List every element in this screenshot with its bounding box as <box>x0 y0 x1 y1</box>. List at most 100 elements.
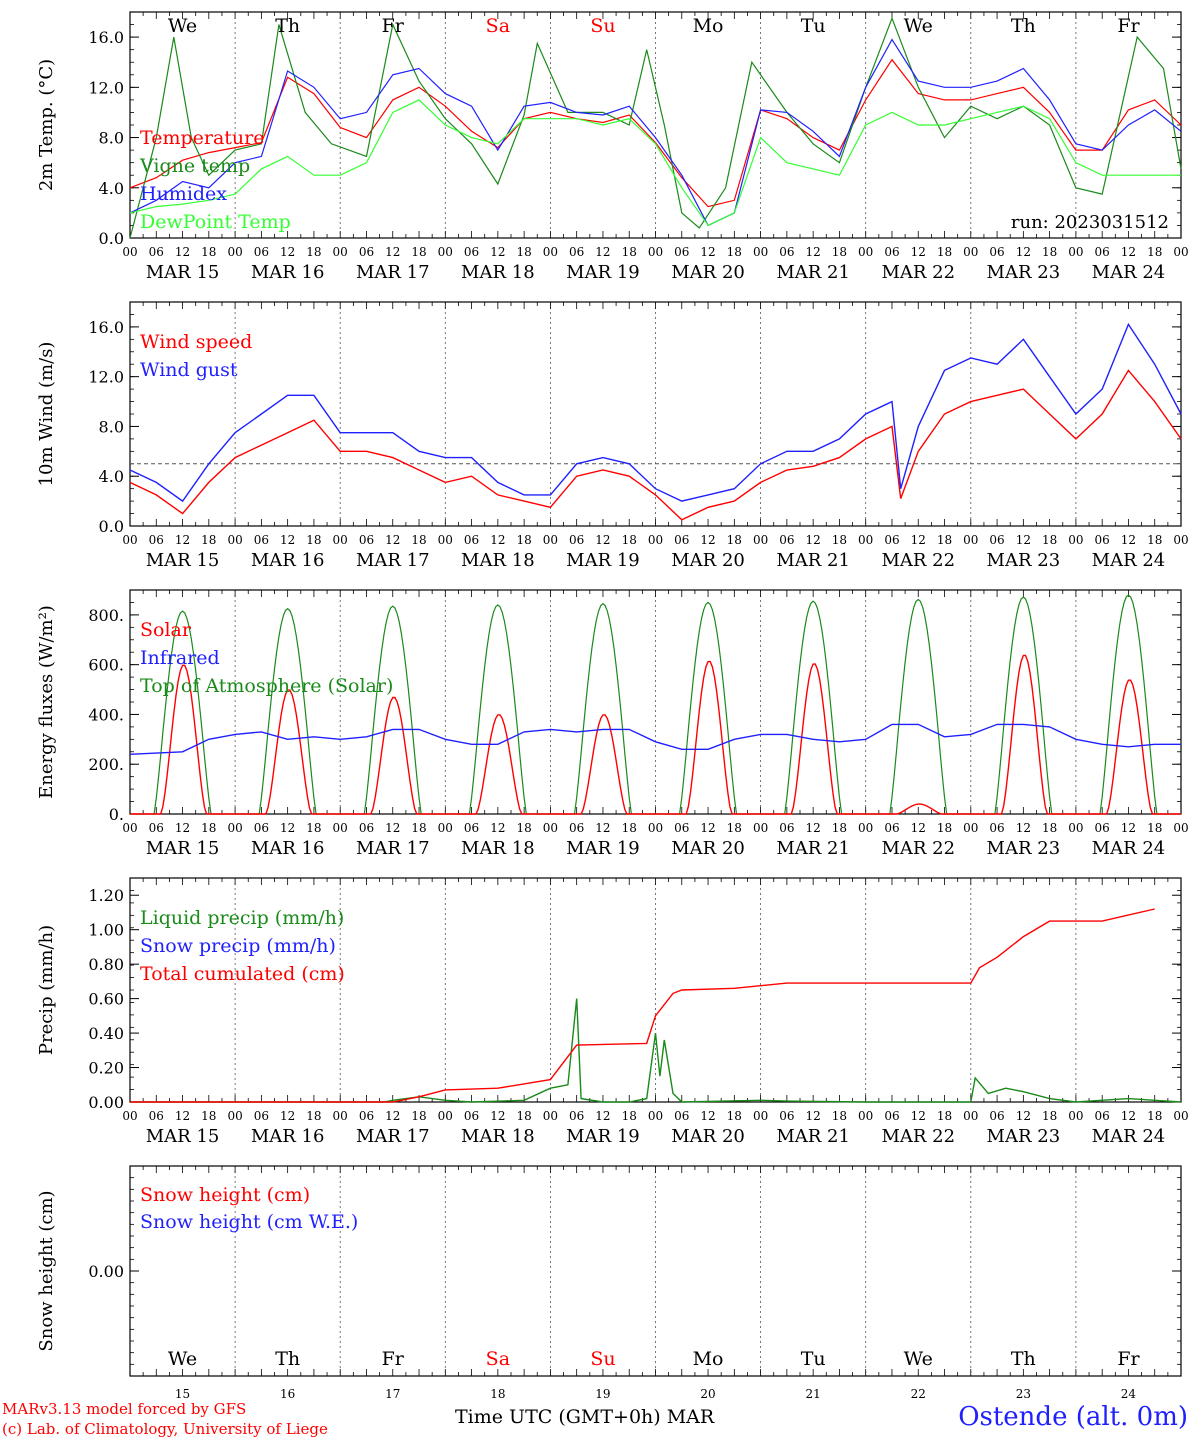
y-tick-label: 0.00 <box>88 1093 124 1112</box>
day-label: MAR 24 <box>1092 550 1166 571</box>
day-label: MAR 23 <box>987 1126 1061 1147</box>
day-label: MAR 17 <box>356 1126 430 1147</box>
hour-tick-label: 00 <box>963 245 978 259</box>
hour-tick-label: 18 <box>1042 533 1057 547</box>
hour-tick-label: 00 <box>122 821 137 835</box>
hour-tick-label: 06 <box>989 533 1004 547</box>
series-line <box>129 322 1182 503</box>
hour-tick-label: 00 <box>227 1109 242 1123</box>
hour-tick-label: 12 <box>595 245 610 259</box>
hour-tick-label: 18 <box>727 533 742 547</box>
hour-tick-label: 06 <box>569 821 584 835</box>
day-label: MAR 16 <box>251 550 325 571</box>
hour-tick-label: 06 <box>1095 245 1110 259</box>
hour-tick-label: 18 <box>937 1109 952 1123</box>
hour-tick-label: 12 <box>175 245 190 259</box>
hour-tick-label: 12 <box>385 821 400 835</box>
hour-tick-label: 06 <box>674 821 689 835</box>
day-label: MAR 16 <box>251 838 325 859</box>
day-label: MAR 15 <box>146 262 220 283</box>
hour-tick-label: 12 <box>595 1109 610 1123</box>
day-label: MAR 15 <box>146 1126 220 1147</box>
day-number-label: 17 <box>385 1387 400 1401</box>
hour-tick-label: 12 <box>595 821 610 835</box>
y-tick-label: 4.0 <box>99 467 124 486</box>
series-line <box>129 369 1182 521</box>
hour-tick-label: 18 <box>201 245 216 259</box>
day-label: MAR 18 <box>461 1126 535 1147</box>
hour-tick-label: 12 <box>700 533 715 547</box>
day-number-label: 20 <box>700 1387 715 1401</box>
hour-tick-label: 18 <box>1147 245 1162 259</box>
hour-tick-label: 00 <box>227 821 242 835</box>
legend-entry: Top of Atmosphere (Solar) <box>140 675 393 697</box>
y-tick-label: 1.20 <box>88 886 124 905</box>
day-number-label: 21 <box>806 1387 821 1401</box>
series-line <box>129 99 1181 227</box>
hour-tick-label: 00 <box>1068 1109 1083 1123</box>
legend-entry: Solar <box>140 619 192 641</box>
series-line <box>130 908 1155 1103</box>
hour-tick-label: 12 <box>1016 533 1031 547</box>
hour-tick-label: 06 <box>674 1109 689 1123</box>
hour-tick-label: 18 <box>1042 821 1057 835</box>
hour-tick-label: 06 <box>359 245 374 259</box>
hour-tick-label: 12 <box>911 245 926 259</box>
day-label: MAR 19 <box>566 262 640 283</box>
weekday-label: Mo <box>693 15 724 37</box>
series-line <box>129 16 1182 239</box>
day-label: MAR 23 <box>987 262 1061 283</box>
hour-tick-label: 18 <box>306 1109 321 1123</box>
model-credit: MARv3.13 model forced by GFS <box>2 1400 247 1418</box>
hour-tick-label: 18 <box>201 1109 216 1123</box>
hour-tick-label: 06 <box>989 821 1004 835</box>
y-tick-label: 0.0 <box>99 517 124 536</box>
y-axis-label: 10m Wind (m/s) <box>36 342 57 487</box>
hour-tick-label: 00 <box>858 245 873 259</box>
hour-tick-label: 00 <box>858 533 873 547</box>
weekday-label: Tu <box>801 1348 826 1370</box>
run-annotation: run: 2023031512 <box>1011 212 1169 233</box>
day-label: MAR 24 <box>1092 1126 1166 1147</box>
hour-tick-label: 12 <box>490 1109 505 1123</box>
hour-tick-label: 12 <box>280 533 295 547</box>
series-line <box>130 654 1181 815</box>
hour-tick-label: 12 <box>280 821 295 835</box>
day-label: MAR 24 <box>1092 838 1166 859</box>
day-number-label: 19 <box>595 1387 610 1401</box>
y-axis-label: 2m Temp. (°C) <box>36 59 57 191</box>
day-number-label: 16 <box>280 1387 295 1401</box>
y-tick-label: 8.0 <box>99 129 124 148</box>
hour-tick-label: 18 <box>1147 1109 1162 1123</box>
day-label: MAR 22 <box>881 262 955 283</box>
legend-entry: Snow precip (mm/h) <box>140 935 336 957</box>
legend-entry: Humidex <box>140 183 227 205</box>
hour-tick-label: 12 <box>385 1109 400 1123</box>
hour-tick-label: 06 <box>464 533 479 547</box>
hour-tick-label: 18 <box>1147 821 1162 835</box>
hour-tick-label: 12 <box>1016 821 1031 835</box>
hour-tick-label: 00 <box>753 1109 768 1123</box>
hour-tick-label: 12 <box>280 245 295 259</box>
day-label: MAR 21 <box>776 550 850 571</box>
hour-tick-label: 00 <box>543 1109 558 1123</box>
day-label: MAR 20 <box>671 1126 745 1147</box>
hour-tick-label: 18 <box>1042 245 1057 259</box>
hour-tick-label: 06 <box>884 245 899 259</box>
hour-tick-label: 06 <box>674 533 689 547</box>
hour-tick-label: 18 <box>306 821 321 835</box>
hour-tick-label: 06 <box>884 821 899 835</box>
weekday-label: Th <box>1011 15 1036 37</box>
weekday-label: Su <box>590 15 615 37</box>
hour-tick-label: 18 <box>832 1109 847 1123</box>
hour-tick-label: 12 <box>806 1109 821 1123</box>
hour-tick-label: 12 <box>1121 533 1136 547</box>
hour-tick-label: 18 <box>832 533 847 547</box>
hour-tick-label: 00 <box>122 533 137 547</box>
hour-tick-label: 06 <box>569 1109 584 1123</box>
hour-tick-label: 18 <box>201 821 216 835</box>
hour-tick-label: 06 <box>569 533 584 547</box>
day-label: MAR 19 <box>566 1126 640 1147</box>
weekday-label: We <box>904 15 933 37</box>
hour-tick-label: 00 <box>753 533 768 547</box>
